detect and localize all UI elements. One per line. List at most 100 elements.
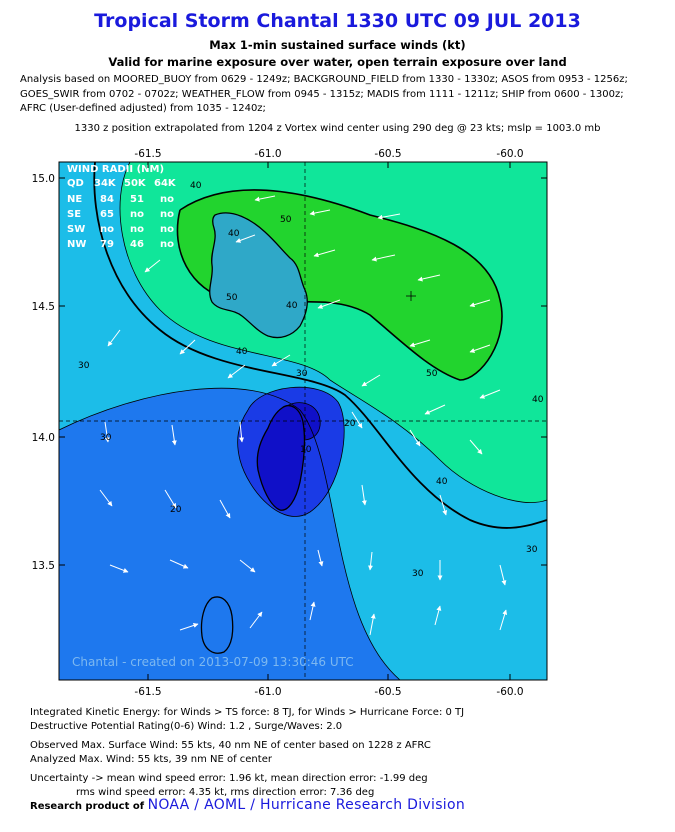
- subtitle-exposure: Valid for marine exposure over water, op…: [108, 55, 567, 69]
- wind-vector: [179, 339, 196, 355]
- wind-vector: [179, 623, 199, 631]
- wind-radii-cell: 51: [130, 194, 144, 205]
- center-crosshair: [59, 162, 547, 680]
- lon-label: -61.0: [254, 686, 281, 698]
- lon-label: -60.0: [496, 686, 523, 698]
- wind-vector: [249, 611, 263, 629]
- land-martinique: [209, 212, 308, 339]
- wind-vector: [235, 234, 256, 243]
- contour-label: 10: [300, 445, 312, 455]
- wind-vector: [109, 564, 129, 573]
- wind-radii-cell: no: [160, 209, 174, 220]
- observed-max-wind-line: Observed Max. Surface Wind: 55 kts, 40 n…: [30, 740, 431, 751]
- contour-label: 20: [344, 419, 356, 429]
- wind-radii-header: 50K: [124, 178, 147, 189]
- wind-vector: [271, 354, 291, 367]
- lon-label: -60.5: [374, 148, 401, 160]
- wind-vector: [469, 299, 491, 308]
- analysis-line: GOES_SWIR from 0702 - 0702z; WEATHER_FLO…: [20, 88, 624, 100]
- lat-label: 14.5: [32, 301, 55, 313]
- contour-label: 40: [228, 229, 240, 239]
- lon-label: -61.5: [134, 148, 161, 160]
- position-note: 1330 z position extrapolated from 1204 z…: [74, 123, 601, 134]
- wind-vector: [254, 195, 276, 202]
- subtitle-winds: Max 1-min sustained surface winds (kt): [209, 38, 466, 52]
- wind-vector: [239, 421, 245, 443]
- contour-label: 40: [286, 301, 298, 311]
- wind-vector: [171, 424, 177, 446]
- wind-radii-header: QD: [67, 178, 84, 189]
- contour-40: [119, 162, 547, 503]
- analysis-sources: Analysis based on MOORED_BUOY from 0629 …: [20, 73, 660, 117]
- wind-vector: [164, 489, 177, 509]
- wind-vector: [317, 299, 341, 309]
- lon-label: -60.0: [496, 148, 523, 160]
- analysis-line: AFRC (User-defined adjusted) from 1035 -…: [20, 103, 266, 114]
- research-org-link[interactable]: NOAA / AOML / Hurricane Research Divisio…: [147, 797, 466, 813]
- wind-radii-cell: SW: [67, 224, 85, 235]
- contour-label: 20: [170, 505, 182, 515]
- wind-radii-cell: 65: [100, 209, 114, 220]
- wind-vector: [169, 559, 189, 569]
- contour-value-labels: 40 40 50 50 40 40 50 40 40 30 30 30 30 3…: [78, 181, 544, 579]
- wind-vector: [219, 499, 231, 519]
- wind-vector: [434, 605, 442, 626]
- wind-vector: [469, 344, 491, 353]
- wind-radii-cell: no: [130, 224, 144, 235]
- wind-radii-cell: NW: [67, 239, 86, 250]
- wind-vector: [227, 364, 246, 379]
- contour-label: 40: [236, 347, 248, 357]
- contour-label: 50: [280, 215, 292, 225]
- lon-labels-top: -61.5 -61.0 -60.5 -60.0: [134, 148, 523, 160]
- contour-label: 50: [426, 369, 438, 379]
- analyzed-max-wind-line: Analyzed Max. Wind: 55 kts, 39 nm NE of …: [30, 753, 272, 765]
- wind-radii-cell: no: [100, 224, 114, 235]
- contour-34kt: [93, 162, 547, 529]
- wind-vector: [361, 484, 367, 506]
- rms-error-line: rms wind speed error: 4.35 kt, rms direc…: [76, 786, 375, 798]
- wind-vector: [368, 551, 373, 571]
- wind-vector: [144, 259, 161, 273]
- wind-vector: [104, 421, 110, 443]
- wind-vector: [107, 329, 121, 347]
- wind-vector: [469, 439, 483, 455]
- contour-label: 30: [526, 545, 538, 555]
- wind-radii-cell: no: [130, 209, 144, 220]
- contour-30: [59, 387, 401, 680]
- contour-label: 40: [436, 477, 448, 487]
- wind-vector: [479, 389, 501, 399]
- wind-vector: [317, 549, 324, 567]
- contour-lines: [59, 162, 547, 680]
- wind-vector: [499, 609, 508, 631]
- center-marker: [406, 291, 416, 301]
- wind-vector: [439, 494, 448, 516]
- wind-vector: [239, 559, 256, 573]
- wind-vector: [309, 209, 331, 216]
- wind-vector: [499, 564, 507, 586]
- wind-radii-cell: no: [160, 194, 174, 205]
- wind-vector: [351, 411, 363, 429]
- wind-vector: [409, 339, 431, 348]
- wind-radii-cell: no: [160, 239, 174, 250]
- wind-vector: [99, 489, 113, 507]
- lon-label: -60.5: [374, 686, 401, 698]
- wind-vector: [309, 601, 316, 621]
- lat-label: 13.5: [32, 560, 55, 572]
- contour-label: 30: [296, 369, 308, 379]
- wind-vector: [361, 374, 381, 387]
- wind-vector: [377, 213, 401, 220]
- lon-label: -61.0: [254, 148, 281, 160]
- wind-field: 40 40 50 50 40 40 50 40 40 30 30 30 30 3…: [59, 162, 547, 680]
- lat-labels: 15.0 14.5 14.0 13.5: [32, 173, 55, 572]
- contour-label: 30: [412, 569, 424, 579]
- wind-radii-cell: SE: [67, 209, 81, 220]
- wind-radii-cell: 79: [100, 239, 114, 250]
- contour-label: 30: [100, 433, 112, 443]
- wind-vector: [424, 404, 446, 415]
- analysis-line: Analysis based on MOORED_BUOY from 0629 …: [20, 74, 628, 85]
- research-credit: Research product of NOAA / AOML / Hurric…: [30, 797, 465, 813]
- wind-radii-table: WIND RADII (NM) QD 34K 50K 64K NE 84 51 …: [67, 164, 177, 250]
- contour-label: 40: [190, 181, 202, 191]
- lat-label: 15.0: [32, 173, 55, 185]
- created-stamp: Chantal - created on 2013-07-09 13:30:46…: [72, 655, 354, 669]
